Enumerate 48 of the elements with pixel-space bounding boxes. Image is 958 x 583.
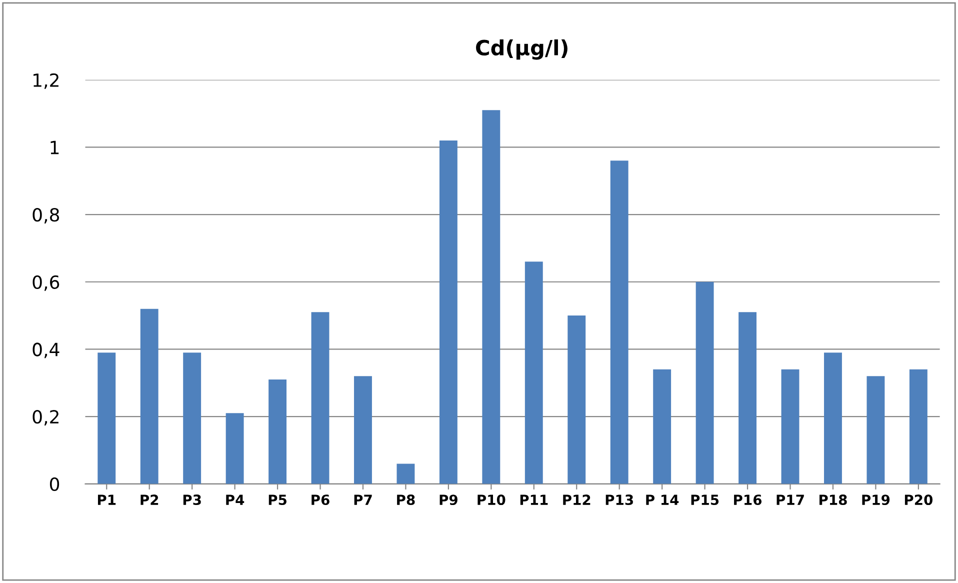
y-tick-label: 0 (50, 477, 60, 492)
x-tick-label: P8 (397, 494, 415, 506)
bar (524, 262, 543, 484)
bar (268, 380, 287, 484)
y-tick-label: 0,2 (32, 410, 58, 426)
y-tick-label: 0,6 (32, 275, 60, 291)
bar (98, 352, 116, 484)
x-tick-label: P19 (862, 494, 890, 506)
x-tick-label: P13 (606, 494, 633, 506)
bar (183, 352, 202, 484)
bar (696, 282, 714, 484)
x-tick-label: P20 (904, 494, 933, 506)
bar (866, 376, 885, 484)
bar (568, 316, 586, 484)
chart-title: Cd(µg/l) (476, 39, 568, 60)
x-tick-label: P15 (691, 494, 719, 506)
x-tick-label: P9 (440, 494, 458, 506)
x-tick-label: P7 (354, 494, 372, 505)
x-tick-label: P18 (820, 494, 847, 506)
bar (439, 140, 458, 484)
x-tick-label: P12 (563, 494, 590, 505)
x-tick-label: P 14 (646, 494, 679, 505)
bar (226, 413, 244, 484)
x-tick-label: P3 (183, 494, 201, 506)
y-tick-label: 1,2 (34, 73, 58, 89)
bar (311, 312, 330, 484)
bar (610, 160, 628, 484)
bar (482, 110, 500, 484)
bar (354, 376, 372, 484)
bar (738, 312, 756, 484)
x-tick-label: P1 (98, 494, 116, 505)
bar (140, 308, 158, 484)
x-tick-label: P16 (734, 494, 762, 506)
x-tick-label: P10 (478, 494, 506, 506)
y-tick-label: 1 (50, 140, 59, 154)
x-tick-label: P4 (226, 494, 244, 505)
y-tick-label: 0,4 (32, 342, 60, 358)
bar (781, 369, 800, 484)
y-tick-label: 0,8 (32, 208, 60, 224)
bar (909, 369, 928, 484)
bar (824, 352, 842, 484)
x-tick-label: P2 (140, 494, 158, 505)
bar (653, 369, 672, 484)
x-tick-label: P5 (268, 494, 286, 506)
x-tick-label: P17 (776, 494, 804, 505)
bar (396, 464, 415, 484)
x-tick-label: P6 (312, 494, 330, 506)
x-tick-label: P11 (520, 494, 548, 505)
